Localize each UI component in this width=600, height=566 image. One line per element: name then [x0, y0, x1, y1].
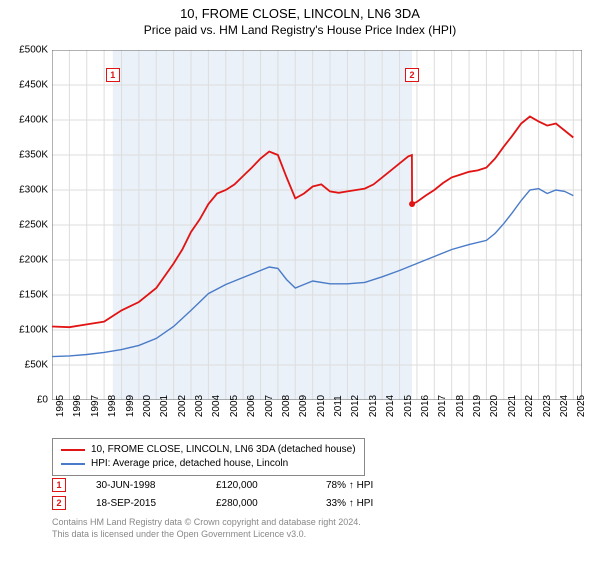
sale-marker-badge: 2 — [52, 496, 66, 510]
x-tick-label: 1995 — [55, 395, 66, 417]
attribution-line1: Contains HM Land Registry data © Crown c… — [52, 516, 361, 528]
x-tick-label: 1997 — [90, 395, 101, 417]
x-tick-label: 2008 — [281, 395, 292, 417]
x-tick-label: 2009 — [298, 395, 309, 417]
legend-label-hpi: HPI: Average price, detached house, Linc… — [91, 457, 288, 471]
plot-area — [52, 50, 582, 400]
legend: 10, FROME CLOSE, LINCOLN, LN6 3DA (detac… — [52, 438, 365, 476]
x-tick-label: 2017 — [437, 395, 448, 417]
x-tick-label: 2023 — [542, 395, 553, 417]
legend-label-property: 10, FROME CLOSE, LINCOLN, LN6 3DA (detac… — [91, 443, 356, 457]
x-tick-label: 1996 — [72, 395, 83, 417]
x-tick-label: 2001 — [159, 395, 170, 417]
x-tick-label: 2006 — [246, 395, 257, 417]
y-tick-label: £350K — [2, 150, 48, 161]
y-tick-label: £400K — [2, 115, 48, 126]
x-tick-label: 2002 — [177, 395, 188, 417]
legend-swatch-property — [61, 449, 85, 451]
x-tick-label: 2020 — [489, 395, 500, 417]
x-tick-label: 1998 — [107, 395, 118, 417]
x-tick-label: 2013 — [368, 395, 379, 417]
sale-marker-badge: 1 — [52, 478, 66, 492]
x-tick-label: 2000 — [142, 395, 153, 417]
attribution-line2: This data is licensed under the Open Gov… — [52, 528, 361, 540]
y-tick-label: £500K — [2, 45, 48, 56]
x-tick-label: 2007 — [264, 395, 275, 417]
x-tick-label: 2012 — [350, 395, 361, 417]
x-tick-label: 2024 — [559, 395, 570, 417]
chart-title: 10, FROME CLOSE, LINCOLN, LN6 3DA — [0, 6, 600, 21]
y-tick-label: £0 — [2, 395, 48, 406]
legend-row-property: 10, FROME CLOSE, LINCOLN, LN6 3DA (detac… — [61, 443, 356, 457]
x-tick-label: 2019 — [472, 395, 483, 417]
legend-row-hpi: HPI: Average price, detached house, Linc… — [61, 457, 356, 471]
x-tick-label: 2004 — [211, 395, 222, 417]
sale-marker-date: 30-JUN-1998 — [96, 480, 186, 491]
sale-marker-date: 18-SEP-2015 — [96, 498, 186, 509]
sale-marker-price: £280,000 — [216, 498, 296, 509]
chart-marker-badge: 1 — [106, 68, 120, 82]
sale-markers-table: 1 30-JUN-1998 £120,000 78% ↑ HPI 2 18-SE… — [52, 476, 426, 512]
y-tick-label: £300K — [2, 185, 48, 196]
x-tick-label: 2005 — [229, 395, 240, 417]
x-tick-label: 2016 — [420, 395, 431, 417]
sale-marker-hpi-delta: 78% ↑ HPI — [326, 480, 426, 491]
x-tick-label: 2025 — [576, 395, 587, 417]
chart-svg — [52, 50, 582, 400]
x-tick-label: 2011 — [333, 395, 344, 417]
y-tick-label: £250K — [2, 220, 48, 231]
sale-marker-row: 2 18-SEP-2015 £280,000 33% ↑ HPI — [52, 494, 426, 512]
chart-marker-badge: 2 — [405, 68, 419, 82]
x-tick-label: 2010 — [316, 395, 327, 417]
chart-subtitle: Price paid vs. HM Land Registry's House … — [0, 23, 600, 37]
x-tick-label: 2021 — [507, 395, 518, 417]
x-tick-label: 1999 — [125, 395, 136, 417]
sale-marker-price: £120,000 — [216, 480, 296, 491]
x-tick-label: 2003 — [194, 395, 205, 417]
x-tick-label: 2014 — [385, 395, 396, 417]
x-tick-label: 2018 — [455, 395, 466, 417]
sale-marker-row: 1 30-JUN-1998 £120,000 78% ↑ HPI — [52, 476, 426, 494]
sale-marker-hpi-delta: 33% ↑ HPI — [326, 498, 426, 509]
attribution: Contains HM Land Registry data © Crown c… — [52, 516, 361, 540]
chart-container: 10, FROME CLOSE, LINCOLN, LN6 3DA Price … — [0, 6, 600, 37]
y-tick-label: £100K — [2, 325, 48, 336]
y-tick-label: £50K — [2, 360, 48, 371]
y-tick-label: £450K — [2, 80, 48, 91]
x-tick-label: 2015 — [403, 395, 414, 417]
x-tick-label: 2022 — [524, 395, 535, 417]
y-tick-label: £150K — [2, 290, 48, 301]
y-tick-label: £200K — [2, 255, 48, 266]
legend-swatch-hpi — [61, 463, 85, 465]
